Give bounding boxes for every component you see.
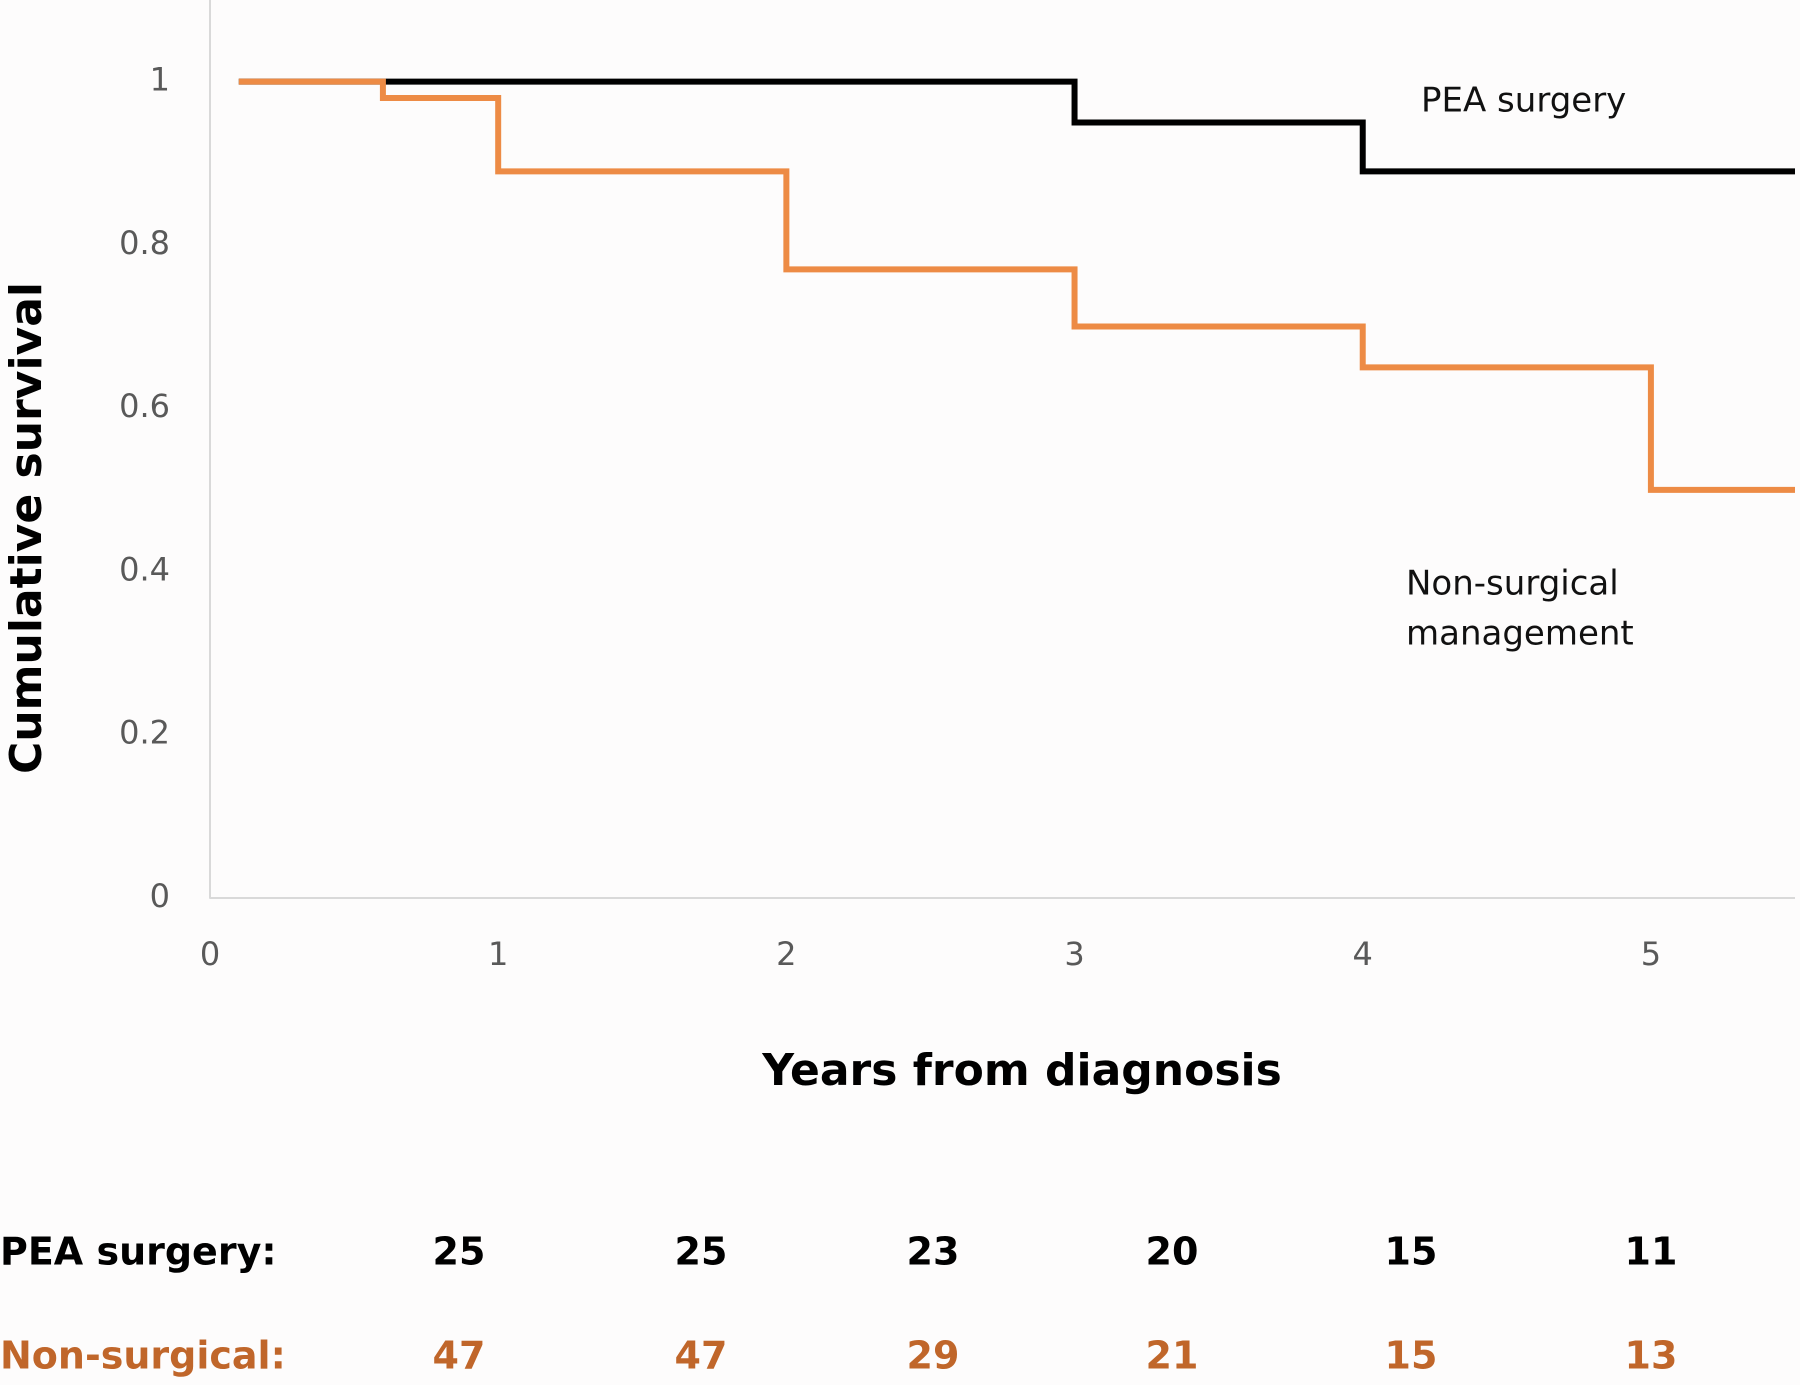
risk-count: 21 [1146,1334,1199,1378]
risk-count: 47 [433,1334,486,1378]
risk-count: 15 [1385,1230,1438,1274]
risk-count: 47 [675,1334,728,1378]
risk-count: 13 [1625,1334,1678,1378]
y-tick-label: 0.6 [119,387,170,425]
y-axis-label: Cumulative survival [1,282,52,774]
x-tick-label: 4 [1353,935,1373,973]
y-tick-label: 0.2 [119,714,170,752]
risk-row-label: Non-surgical: [0,1334,286,1378]
risk-count: 11 [1625,1230,1678,1274]
risk-count: 20 [1146,1230,1199,1274]
risk-row-label: PEA surgery: [0,1230,277,1274]
x-tick-label: 1 [488,935,508,973]
risk-count: 23 [907,1230,960,1274]
y-tick-label: 0.8 [119,224,170,262]
risk-count: 25 [433,1230,486,1274]
y-tick-label: 1 [150,61,170,99]
annotation: Non-surgical [1406,564,1619,604]
survival-curve [238,78,1795,493]
x-tick-label: 2 [776,935,796,973]
risk-count: 15 [1385,1334,1438,1378]
y-tick-label: 0 [150,877,170,915]
annotation: management [1406,614,1634,654]
risk-count: 25 [675,1230,728,1274]
y-tick-label: 0.4 [119,550,170,588]
annotation: PEA surgery [1421,81,1626,121]
x-tick-label: 0 [200,935,220,973]
risk-count: 29 [907,1334,960,1378]
x-axis-label: Years from diagnosis [761,1045,1282,1096]
x-tick-label: 3 [1064,935,1084,973]
x-tick-label: 5 [1641,935,1661,973]
survival-curve [238,78,1795,175]
